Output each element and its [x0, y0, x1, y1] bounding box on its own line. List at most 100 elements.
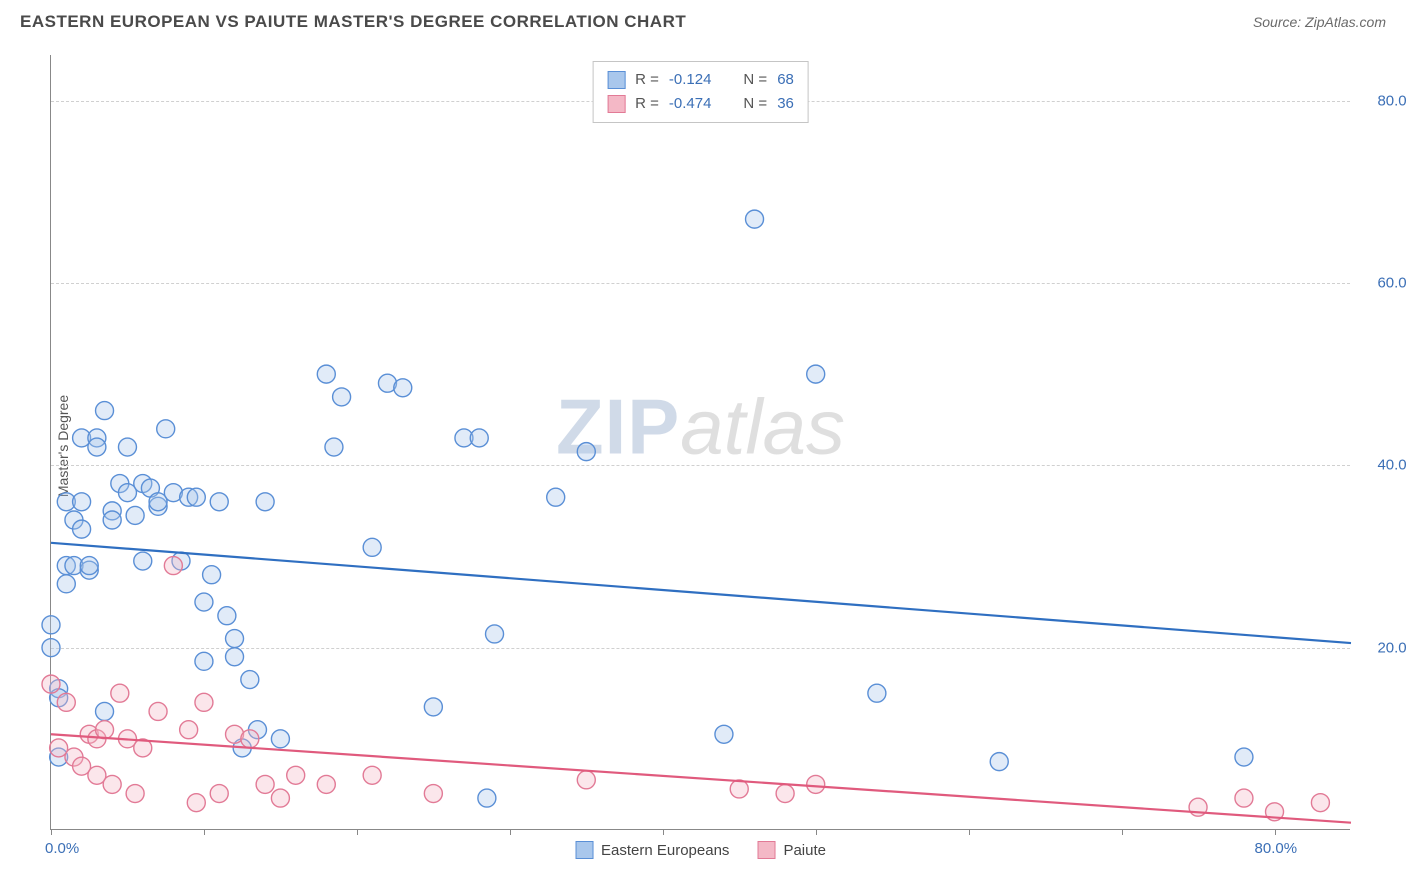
data-point [226, 648, 244, 666]
x-tick [1122, 829, 1123, 835]
x-tick-label: 0.0% [45, 840, 79, 857]
data-point [271, 730, 289, 748]
legend-label: Eastern Europeans [601, 842, 729, 859]
data-point [486, 625, 504, 643]
data-point [210, 785, 228, 803]
data-point [470, 429, 488, 447]
y-tick-label: 80.0% [1377, 92, 1406, 109]
x-tick [510, 829, 511, 835]
trend-line [51, 734, 1351, 822]
legend-series: Eastern Europeans Paiute [575, 841, 826, 859]
data-point [363, 538, 381, 556]
data-point [317, 365, 335, 383]
x-tick [51, 829, 52, 835]
data-point [256, 493, 274, 511]
data-point [218, 607, 236, 625]
x-tick [816, 829, 817, 835]
n-value: 68 [777, 68, 794, 92]
r-value: -0.474 [669, 92, 712, 116]
legend-swatch [575, 841, 593, 859]
scatter-chart: ZIPatlas 20.0%40.0%60.0%80.0% R =-0.124N… [50, 55, 1350, 830]
n-value: 36 [777, 92, 794, 116]
data-point [149, 702, 167, 720]
data-point [256, 775, 274, 793]
data-point [226, 630, 244, 648]
n-label: N = [743, 68, 767, 92]
data-point [111, 684, 129, 702]
x-tick [204, 829, 205, 835]
data-point [210, 493, 228, 511]
plot-canvas [51, 55, 1350, 829]
data-point [57, 575, 75, 593]
legend-stat-row: R = -0.474 N = 36 [607, 92, 794, 116]
legend-item: Paiute [757, 841, 826, 859]
data-point [42, 616, 60, 634]
data-point [1235, 748, 1253, 766]
data-point [88, 438, 106, 456]
data-point [180, 721, 198, 739]
data-point [96, 721, 114, 739]
legend-stats: R = -0.124 N = 68 R = -0.474 N = 36 [592, 61, 809, 123]
data-point [807, 365, 825, 383]
x-tick-label: 80.0% [1255, 840, 1298, 857]
data-point [73, 520, 91, 538]
legend-label: Paiute [783, 842, 826, 859]
data-point [730, 780, 748, 798]
n-label: N = [743, 92, 767, 116]
y-tick-label: 60.0% [1377, 274, 1406, 291]
data-point [42, 639, 60, 657]
data-point [195, 593, 213, 611]
data-point [42, 675, 60, 693]
data-point [394, 379, 412, 397]
data-point [103, 511, 121, 529]
legend-item: Eastern Europeans [575, 841, 729, 859]
data-point [868, 684, 886, 702]
data-point [96, 702, 114, 720]
y-tick-label: 40.0% [1377, 457, 1406, 474]
x-tick [1275, 829, 1276, 835]
data-point [73, 493, 91, 511]
data-point [80, 557, 98, 575]
data-point [164, 557, 182, 575]
data-point [424, 785, 442, 803]
x-tick [663, 829, 664, 835]
data-point [96, 402, 114, 420]
data-point [187, 794, 205, 812]
data-point [325, 438, 343, 456]
data-point [287, 766, 305, 784]
data-point [126, 506, 144, 524]
data-point [134, 552, 152, 570]
y-tick-label: 20.0% [1377, 639, 1406, 656]
data-point [478, 789, 496, 807]
data-point [990, 753, 1008, 771]
data-point [424, 698, 442, 716]
data-point [57, 693, 75, 711]
data-point [187, 488, 205, 506]
data-point [776, 785, 794, 803]
data-point [103, 775, 121, 793]
source-attribution: Source: ZipAtlas.com [1253, 14, 1386, 30]
data-point [203, 566, 221, 584]
legend-swatch [607, 95, 625, 113]
data-point [317, 775, 335, 793]
data-point [333, 388, 351, 406]
r-value: -0.124 [669, 68, 712, 92]
data-point [118, 438, 136, 456]
data-point [157, 420, 175, 438]
data-point [363, 766, 381, 784]
data-point [577, 771, 595, 789]
r-label: R = [635, 68, 659, 92]
data-point [241, 671, 259, 689]
page-title: EASTERN EUROPEAN VS PAIUTE MASTER'S DEGR… [20, 12, 686, 32]
x-tick [969, 829, 970, 835]
x-tick [357, 829, 358, 835]
data-point [271, 789, 289, 807]
data-point [715, 725, 733, 743]
data-point [241, 730, 259, 748]
legend-swatch [607, 71, 625, 89]
r-label: R = [635, 92, 659, 116]
data-point [807, 775, 825, 793]
data-point [195, 652, 213, 670]
legend-swatch [757, 841, 775, 859]
data-point [1235, 789, 1253, 807]
